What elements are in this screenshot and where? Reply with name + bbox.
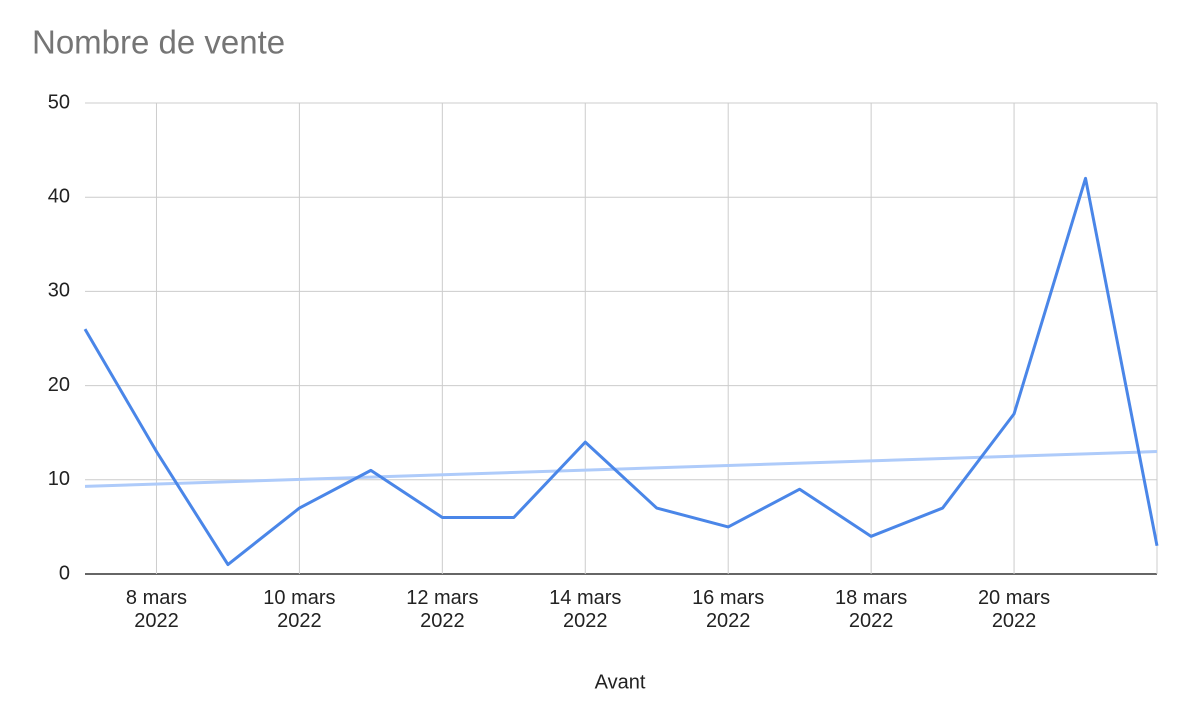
x-tick-label: 8 mars 2022 xyxy=(125,587,188,632)
y-tick-label: 40 xyxy=(48,185,70,207)
y-tick-label: 0 xyxy=(59,562,70,584)
data-line xyxy=(83,176,1159,567)
x-tick-label: 14 mars 2022 xyxy=(549,587,622,632)
y-tick-label: 20 xyxy=(48,374,70,396)
y-tick-label: 10 xyxy=(48,468,70,490)
x-tick-label: 20 mars 2022 xyxy=(977,587,1051,632)
x-tick-label: 10 mars 2022 xyxy=(263,587,336,632)
x-tick-label: 16 mars 2022 xyxy=(692,587,765,632)
trendline xyxy=(84,450,1158,488)
x-tick-label: 18 mars 2022 xyxy=(835,587,908,632)
y-tick-label: 30 xyxy=(48,280,70,302)
x-axis-title: Avant xyxy=(595,671,646,693)
x-tick-label: 12 mars 2022 xyxy=(406,587,479,632)
y-tick-label: 50 xyxy=(48,91,70,113)
chart-title: Nombre de vente xyxy=(32,24,285,61)
